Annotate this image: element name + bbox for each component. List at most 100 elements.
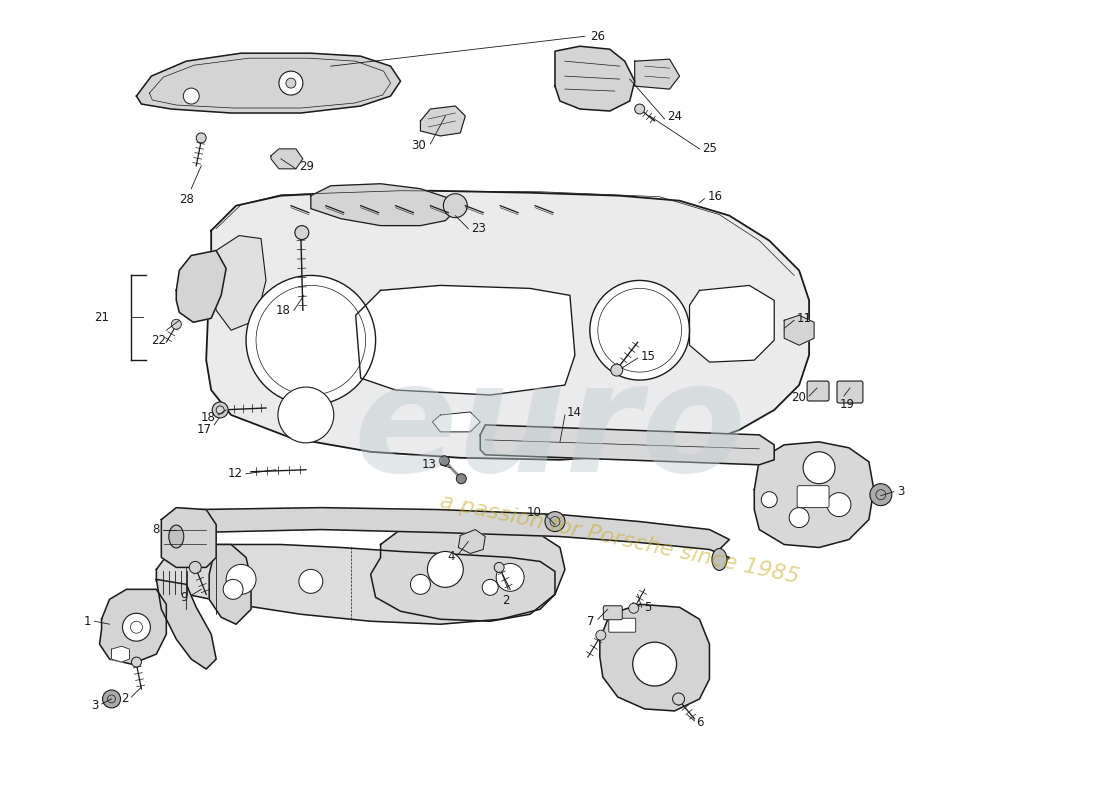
Circle shape xyxy=(761,492,778,508)
Circle shape xyxy=(610,364,623,376)
Text: 21: 21 xyxy=(95,310,110,324)
Text: 23: 23 xyxy=(471,222,486,235)
Circle shape xyxy=(827,493,851,517)
Polygon shape xyxy=(156,545,556,624)
Text: 13: 13 xyxy=(421,458,437,471)
Polygon shape xyxy=(556,46,635,111)
Circle shape xyxy=(246,275,375,405)
Polygon shape xyxy=(156,579,217,669)
Circle shape xyxy=(227,565,256,594)
Text: 24: 24 xyxy=(668,110,683,123)
Polygon shape xyxy=(635,59,680,89)
Circle shape xyxy=(212,402,228,418)
Circle shape xyxy=(196,133,206,143)
Circle shape xyxy=(439,456,450,466)
Text: 5: 5 xyxy=(644,601,651,614)
Polygon shape xyxy=(100,590,166,664)
Text: 16: 16 xyxy=(707,190,723,203)
Circle shape xyxy=(456,474,466,484)
Circle shape xyxy=(803,452,835,484)
Text: 10: 10 xyxy=(527,506,542,519)
Polygon shape xyxy=(311,184,455,226)
Circle shape xyxy=(172,319,182,330)
FancyBboxPatch shape xyxy=(807,381,829,401)
Text: 22: 22 xyxy=(152,334,166,346)
Circle shape xyxy=(299,570,322,594)
Text: euro: euro xyxy=(353,355,747,504)
Circle shape xyxy=(132,657,142,667)
Text: a passion for Porsche since 1985: a passion for Porsche since 1985 xyxy=(438,491,801,587)
Polygon shape xyxy=(206,190,810,460)
Polygon shape xyxy=(371,525,565,622)
Polygon shape xyxy=(271,149,303,169)
Ellipse shape xyxy=(168,525,184,548)
FancyBboxPatch shape xyxy=(603,606,623,620)
Circle shape xyxy=(428,551,463,587)
Text: 29: 29 xyxy=(299,160,314,174)
Circle shape xyxy=(632,642,676,686)
Polygon shape xyxy=(176,508,729,567)
Circle shape xyxy=(279,71,302,95)
FancyBboxPatch shape xyxy=(798,486,829,508)
Text: 2: 2 xyxy=(121,693,129,706)
Circle shape xyxy=(286,78,296,88)
Circle shape xyxy=(443,194,468,218)
Polygon shape xyxy=(481,425,774,465)
Circle shape xyxy=(629,603,639,614)
FancyBboxPatch shape xyxy=(608,618,636,632)
Text: 15: 15 xyxy=(640,350,656,362)
Circle shape xyxy=(672,693,684,705)
Polygon shape xyxy=(420,106,465,136)
Polygon shape xyxy=(209,545,251,624)
Polygon shape xyxy=(162,508,217,567)
Text: 6: 6 xyxy=(696,716,704,730)
Circle shape xyxy=(410,574,430,594)
Circle shape xyxy=(122,614,151,641)
Polygon shape xyxy=(600,604,710,711)
Circle shape xyxy=(590,281,690,380)
Text: 20: 20 xyxy=(791,390,806,403)
Circle shape xyxy=(295,226,309,239)
Circle shape xyxy=(870,484,892,506)
Text: 8: 8 xyxy=(152,523,160,536)
Text: 26: 26 xyxy=(590,30,605,42)
Polygon shape xyxy=(176,250,227,322)
Text: 18: 18 xyxy=(200,411,216,425)
Text: 1: 1 xyxy=(84,614,91,628)
Polygon shape xyxy=(432,412,481,432)
Text: 25: 25 xyxy=(703,142,717,155)
Circle shape xyxy=(789,508,810,527)
Text: 12: 12 xyxy=(228,467,243,480)
Text: 28: 28 xyxy=(179,193,194,206)
Polygon shape xyxy=(136,54,400,113)
Circle shape xyxy=(223,579,243,599)
Text: 3: 3 xyxy=(91,699,99,713)
Polygon shape xyxy=(755,442,873,547)
Text: 4: 4 xyxy=(448,550,455,563)
Text: 19: 19 xyxy=(839,398,855,411)
Polygon shape xyxy=(459,530,485,554)
Polygon shape xyxy=(355,286,575,395)
Circle shape xyxy=(278,387,333,443)
Text: 9: 9 xyxy=(179,591,187,604)
Text: 17: 17 xyxy=(196,423,211,436)
Circle shape xyxy=(102,690,121,708)
Polygon shape xyxy=(784,315,814,345)
Circle shape xyxy=(596,630,606,640)
Circle shape xyxy=(544,512,565,531)
Circle shape xyxy=(496,563,524,591)
Circle shape xyxy=(184,88,199,104)
Text: 18: 18 xyxy=(276,304,290,317)
Text: #c8a820: #c8a820 xyxy=(629,529,636,530)
Circle shape xyxy=(482,579,498,595)
Text: 7: 7 xyxy=(587,614,595,628)
Text: 30: 30 xyxy=(410,139,426,152)
Ellipse shape xyxy=(712,549,727,570)
Text: 11: 11 xyxy=(798,312,812,325)
Circle shape xyxy=(217,406,224,414)
Text: 14: 14 xyxy=(566,406,582,419)
FancyBboxPatch shape xyxy=(837,381,862,403)
Circle shape xyxy=(635,104,645,114)
Text: 3: 3 xyxy=(896,485,904,498)
Circle shape xyxy=(189,562,201,574)
